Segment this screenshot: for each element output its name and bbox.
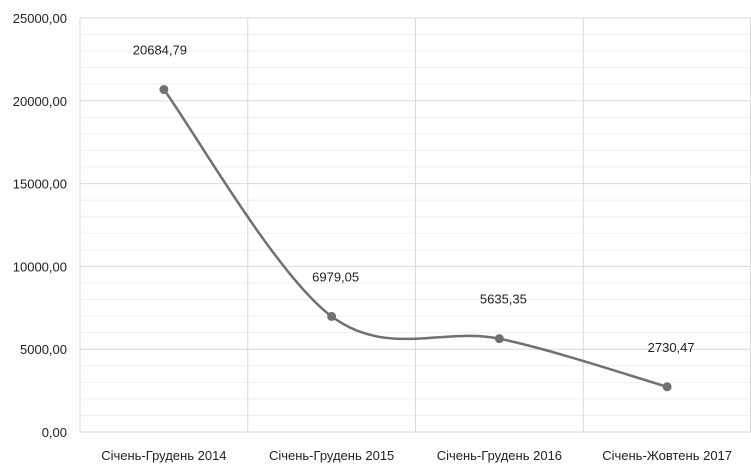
y-tick-label: 5000,00 [20,342,67,357]
y-tick-label: 25000,00 [13,11,67,26]
data-label: 2730,47 [648,340,695,355]
y-tick-label: 20000,00 [13,94,67,109]
y-tick-label: 10000,00 [13,259,67,274]
x-tick-label: Січень-Грудень 2016 [437,448,562,463]
axes: 0,00 5000,00 10000,00 15000,00 20000,00 25000… [13,11,732,463]
data-label: 6979,05 [312,269,359,284]
x-tick-label: Січень-Жовтень 2017 [602,448,732,463]
y-tick-label: 15000,00 [13,177,67,192]
x-tick-label: Січень-Грудень 2015 [269,448,394,463]
data-point [494,334,504,344]
grid [80,17,751,433]
data-label: 5635,35 [480,292,527,307]
series-line [162,88,669,389]
x-tick-label: Січень-Грудень 2014 [101,448,226,463]
y-tick-label: 0,00 [42,425,67,440]
data-point [159,84,169,94]
labels: 20684,79 6979,05 5635,35 2730,47 [133,42,695,354]
series [159,84,672,392]
data-label: 20684,79 [133,42,187,57]
data-point [327,311,337,321]
data-point [662,382,672,392]
